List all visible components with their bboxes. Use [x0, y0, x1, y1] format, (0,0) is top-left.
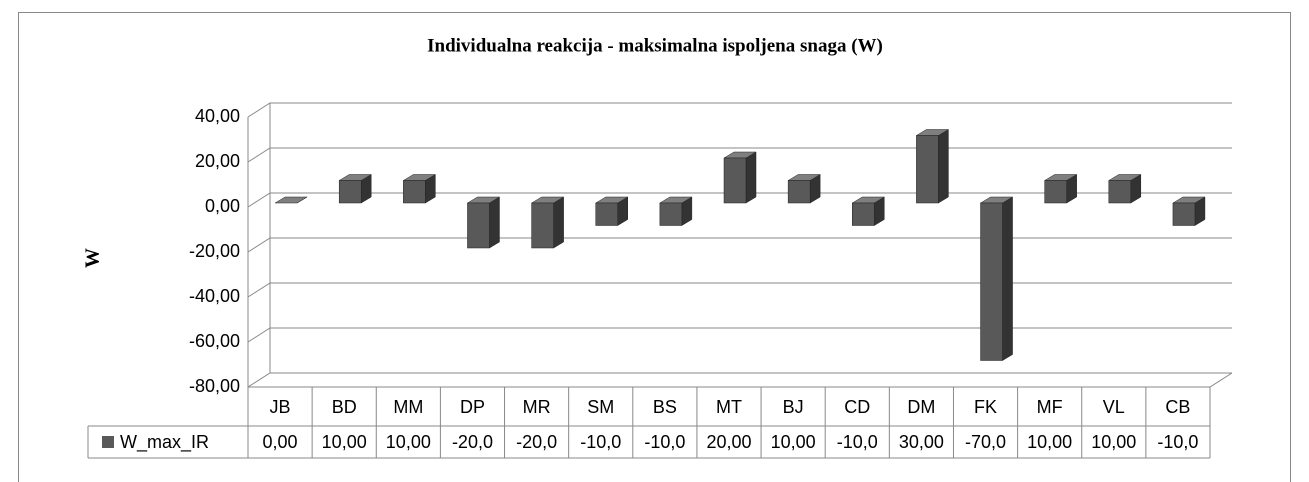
- x-tick-label: MF: [1037, 397, 1063, 417]
- bar-face: [659, 202, 683, 226]
- data-table-value: -20,0: [516, 432, 557, 452]
- data-table-value: 10,00: [322, 432, 367, 452]
- data-table-value: 10,00: [1027, 432, 1072, 452]
- bar-face: [787, 180, 811, 204]
- bar: [787, 174, 822, 204]
- y-tick-label: -60,00: [189, 331, 240, 351]
- grid-line: [247, 147, 1232, 163]
- bar-face: [595, 202, 618, 226]
- x-tick-label: DP: [460, 397, 485, 417]
- x-tick-label: JB: [270, 397, 291, 417]
- bar: [594, 196, 629, 226]
- y-tick-label: -40,00: [189, 286, 240, 306]
- legend-key: [102, 436, 114, 448]
- y-tick-label: 40,00: [195, 106, 240, 126]
- grid-line: [247, 282, 1232, 298]
- bar-face: [467, 202, 490, 249]
- bar-face: [1002, 196, 1013, 361]
- bar-face: [403, 180, 426, 204]
- x-tick-label: SM: [587, 397, 614, 417]
- bar-face: [489, 196, 500, 249]
- bar-face: [1044, 180, 1067, 204]
- bar-face: [531, 202, 554, 249]
- data-table-value: 10,00: [771, 432, 816, 452]
- data-table-value: -10,0: [580, 432, 621, 452]
- right-wall-edge: [1209, 372, 1233, 388]
- x-tick-label: VL: [1103, 397, 1125, 417]
- bar: [658, 196, 693, 226]
- x-tick-label: CD: [844, 397, 870, 417]
- bar: [723, 151, 757, 204]
- data-table-value: -10,0: [837, 432, 878, 452]
- bar: [274, 196, 308, 204]
- y-tick-label: -80,00: [189, 376, 240, 396]
- y-tick-label: -20,00: [189, 241, 240, 261]
- legend-label: W_max_IR: [120, 432, 209, 453]
- x-tick-label: DM: [907, 397, 935, 417]
- bar-face: [1172, 202, 1196, 226]
- bar-face: [1108, 180, 1132, 204]
- bar-face: [553, 196, 564, 249]
- data-table-value: 20,00: [706, 432, 751, 452]
- chart-border: [18, 12, 1291, 482]
- data-table-value: 10,00: [1091, 432, 1136, 452]
- data-table-value: -70,0: [965, 432, 1006, 452]
- bar: [979, 196, 1014, 361]
- bar-face: [723, 157, 747, 204]
- x-tick-label: MR: [523, 397, 551, 417]
- x-tick-label: BS: [653, 397, 677, 417]
- x-tick-label: MM: [393, 397, 423, 417]
- bar: [1043, 174, 1078, 204]
- bar-face: [938, 129, 949, 204]
- grid-line: [247, 102, 1232, 118]
- grid-line: [247, 372, 1232, 388]
- bar: [466, 196, 501, 249]
- grid-line: [247, 237, 1232, 253]
- y-tick-label: 0,00: [205, 196, 240, 216]
- bar-face: [274, 196, 308, 204]
- grid-line: [247, 192, 1232, 208]
- bar: [338, 174, 373, 204]
- x-tick-label: BD: [332, 397, 357, 417]
- data-table-value: -10,0: [644, 432, 685, 452]
- bar: [530, 196, 565, 249]
- data-table-value: 30,00: [899, 432, 944, 452]
- data-table-value: -20,0: [452, 432, 493, 452]
- data-table-value: 0,00: [263, 432, 298, 452]
- data-table-value: 10,00: [386, 432, 431, 452]
- y-axis-title: W: [82, 248, 104, 268]
- bar-face: [980, 202, 1003, 361]
- data-table-value: -10,0: [1157, 432, 1198, 452]
- bar-face: [852, 202, 875, 226]
- x-tick-label: FK: [974, 397, 997, 417]
- x-tick-label: BJ: [783, 397, 804, 417]
- bar: [402, 174, 437, 204]
- bar-face: [745, 151, 757, 204]
- chart-title: Individualna reakcija - maksimalna ispol…: [427, 35, 883, 56]
- bar-face: [916, 135, 939, 204]
- y-tick-label: 20,00: [195, 151, 240, 171]
- bar-face: [338, 180, 362, 204]
- grid-line: [247, 327, 1232, 343]
- bar: [851, 196, 886, 226]
- bar: [1107, 174, 1142, 204]
- x-tick-label: MT: [716, 397, 742, 417]
- bar: [915, 129, 950, 204]
- bar: [1172, 196, 1206, 226]
- x-tick-label: CB: [1165, 397, 1190, 417]
